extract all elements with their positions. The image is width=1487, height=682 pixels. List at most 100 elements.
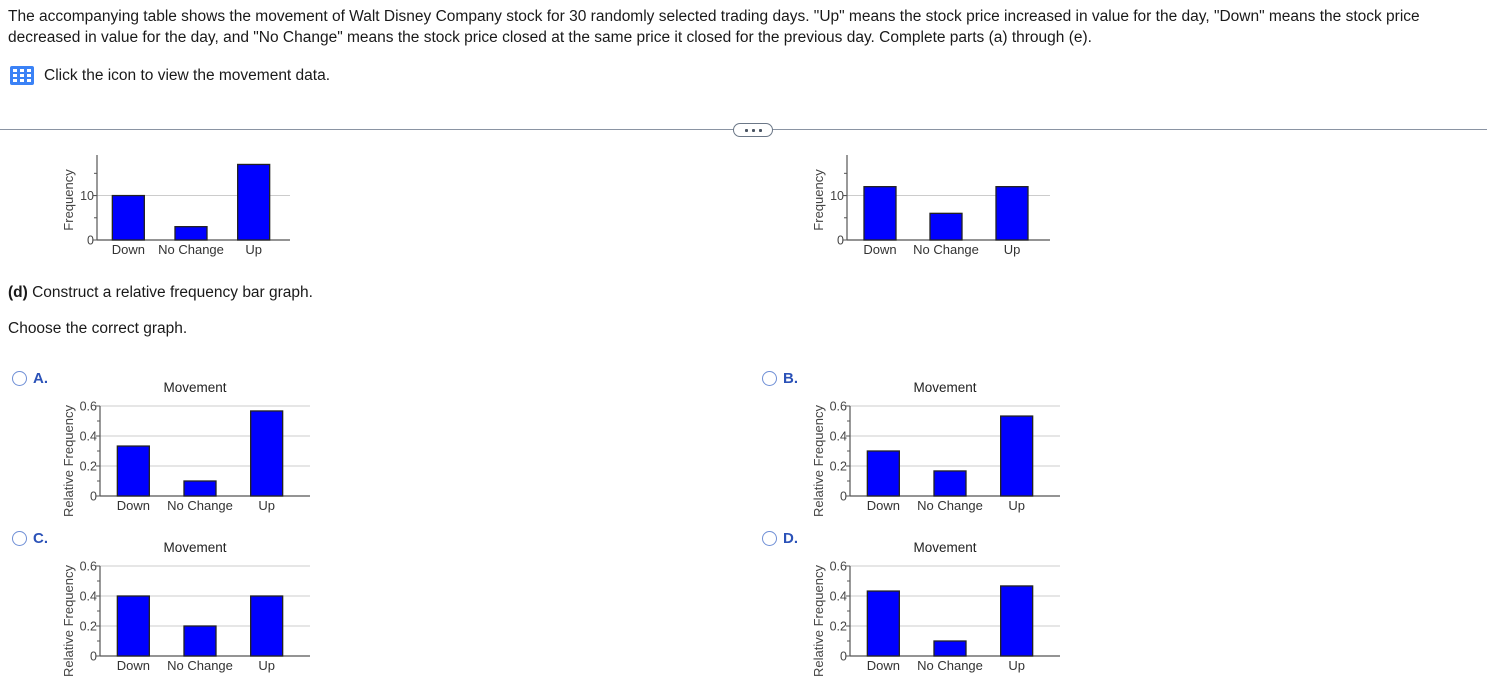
dot-icon [758, 128, 762, 132]
chart-title: Movement [913, 540, 976, 555]
y-tick-label: 0 [840, 650, 847, 664]
y-tick-label: 10 [80, 189, 94, 203]
radio-button-icon[interactable] [762, 371, 777, 386]
y-tick-label: 0 [87, 234, 94, 248]
y-tick-label: 0.4 [830, 430, 847, 444]
bar-chart-svg: Movement Relative Frequency 0 0.2 0.4 0.6 Down… [61, 380, 310, 517]
chart-title: Movement [163, 380, 226, 395]
bar [250, 410, 284, 497]
bar [866, 590, 900, 657]
x-category-label: No Change [167, 658, 233, 673]
option-c-chart: Movement Relative Frequency 0 0.2 0.4 0.6 Down… [60, 536, 310, 681]
movement-data-link[interactable]: Click the icon to view the movement data… [10, 66, 330, 85]
movement-data-link-text[interactable]: Click the icon to view the movement data… [44, 66, 331, 84]
option-letter[interactable]: D. [783, 530, 798, 547]
radio-button-icon[interactable] [762, 531, 777, 546]
x-category-label: No Change [158, 242, 224, 257]
y-tick-label: 0 [90, 650, 97, 664]
x-category-label: Up [1004, 242, 1021, 257]
x-category-label: Down [112, 242, 145, 257]
bar-chart-svg: Movement Relative Frequency 0 0.2 0.4 0.6 Down… [811, 540, 1060, 677]
x-category-label: Up [1008, 658, 1025, 673]
option-b-chart: Movement Relative Frequency 0 0.2 0.4 0.6 Down… [810, 376, 1060, 521]
bar [111, 194, 145, 241]
part-d-label: (d) [8, 284, 28, 301]
y-tick-label: 0.2 [80, 460, 97, 474]
y-tick-label: 0.2 [830, 620, 847, 634]
bar [183, 480, 217, 497]
bar-chart-svg: Frequency 0 10 Down No Change Up [811, 155, 1050, 257]
bar [250, 595, 284, 657]
bar-chart-svg: Frequency 0 10 Down No Change Up [61, 155, 290, 257]
y-tick-label: 0.2 [830, 460, 847, 474]
y-tick-label: 0.6 [830, 400, 847, 414]
y-tick-label: 0.6 [80, 560, 97, 574]
y-tick-label: 0 [840, 490, 847, 504]
x-category-label: Up [258, 658, 275, 673]
x-category-label: Down [867, 498, 900, 513]
option-b-radio[interactable]: B. [762, 370, 798, 387]
bar [929, 212, 963, 241]
radio-button-icon[interactable] [12, 371, 27, 386]
option-letter[interactable]: B. [783, 370, 798, 387]
bar [933, 640, 967, 657]
instruction-text: Choose the correct graph. [8, 320, 188, 337]
y-axis-label: Relative Frequency [61, 565, 76, 676]
option-letter[interactable]: C. [33, 530, 48, 547]
part-d-prompt: (d) Construct a relative frequency bar g… [8, 284, 313, 302]
bar [237, 163, 271, 241]
bar [995, 186, 1029, 241]
bar [174, 226, 208, 241]
y-tick-label: 0 [837, 234, 844, 248]
x-category-label: Down [117, 658, 150, 673]
x-category-label: No Change [917, 498, 983, 513]
y-tick-label: 0.4 [80, 590, 97, 604]
y-tick-label: 0.6 [830, 560, 847, 574]
option-d-radio[interactable]: D. [762, 530, 798, 547]
option-d-chart: Movement Relative Frequency 0 0.2 0.4 0.6 Down… [810, 536, 1060, 681]
expand-more-button[interactable] [733, 123, 773, 137]
bar [1000, 585, 1034, 657]
y-axis-label: Relative Frequency [61, 405, 76, 516]
dot-icon [744, 128, 748, 132]
bar [863, 186, 897, 241]
y-tick-label: 10 [830, 189, 844, 203]
bar [1000, 415, 1034, 497]
x-category-label: No Change [913, 242, 979, 257]
y-tick-label: 0.6 [80, 400, 97, 414]
frequency-chart-left: Frequency 0 10 Down No Change Up [60, 150, 290, 265]
option-letter[interactable]: A. [33, 370, 48, 387]
y-tick-label: 0.2 [80, 620, 97, 634]
question-intro: The accompanying table shows the movemen… [8, 8, 1420, 46]
bar [116, 445, 150, 497]
x-category-label: Down [117, 498, 150, 513]
y-tick-label: 0.4 [830, 590, 847, 604]
x-category-label: No Change [167, 498, 233, 513]
option-a-radio[interactable]: A. [12, 370, 48, 387]
y-tick-label: 0.4 [80, 430, 97, 444]
bar [116, 595, 150, 657]
y-axis-label: Frequency [811, 169, 826, 231]
bar [933, 470, 967, 497]
bar [183, 625, 217, 657]
y-tick-label: 0 [90, 490, 97, 504]
x-category-label: Up [245, 242, 262, 257]
option-c-radio[interactable]: C. [12, 530, 48, 547]
data-table-icon[interactable] [10, 66, 34, 85]
y-axis-label: Relative Frequency [811, 565, 826, 676]
x-category-label: Down [863, 242, 896, 257]
chart-title: Movement [163, 540, 226, 555]
dot-icon [751, 128, 755, 132]
chart-title: Movement [913, 380, 976, 395]
x-category-label: Up [258, 498, 275, 513]
part-d-text: Construct a relative frequency bar graph… [27, 284, 313, 301]
option-a-chart: Movement Relative Frequency 0 0.2 0.4 0.6 Down… [60, 376, 310, 521]
bar-chart-svg: Movement Relative Frequency 0 0.2 0.4 0.6 Down… [61, 540, 310, 677]
bar [866, 450, 900, 497]
frequency-chart-right: Frequency 0 10 Down No Change Up [810, 150, 1050, 265]
x-category-label: Down [867, 658, 900, 673]
radio-button-icon[interactable] [12, 531, 27, 546]
x-category-label: Up [1008, 498, 1025, 513]
x-category-label: No Change [917, 658, 983, 673]
bar-chart-svg: Movement Relative Frequency 0 0.2 0.4 0.6 Down… [811, 380, 1060, 517]
